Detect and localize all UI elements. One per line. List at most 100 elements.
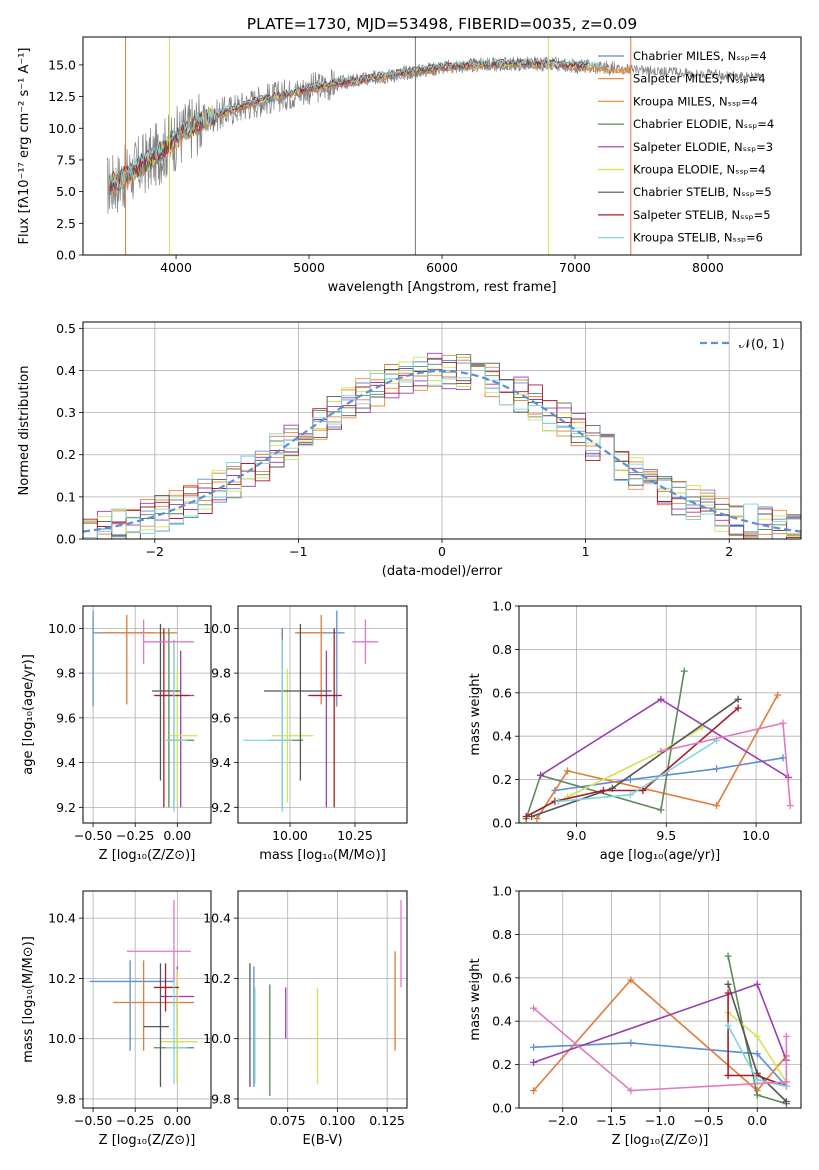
series-marker — [530, 1004, 538, 1012]
y-axis-label: mass [log₁₀(M/M⊙)] — [21, 936, 36, 1063]
series-marker — [753, 980, 761, 988]
y-tick-label: 0.2 — [56, 447, 76, 462]
x-tick-label: 7000 — [559, 260, 591, 275]
x-axis-label: wavelength [Angstrom, rest frame] — [328, 280, 557, 295]
series-marker — [639, 786, 647, 794]
series-marker — [530, 1087, 538, 1095]
y-tick-label: 10.4 — [48, 911, 76, 926]
x-tick-label: −0.25 — [116, 828, 154, 843]
panel-age_vs_Z: −0.50 −0.25 0.00 9.2 9.4 9.6 9.8 10.0 Z [log₁₀(Z… — [21, 605, 212, 863]
plot-area-spectrum — [106, 37, 762, 255]
y-tick-label: 9.8 — [211, 1091, 231, 1106]
y-axis-label: Flux [fλ10⁻¹⁷ erg cm⁻² s⁻¹ A⁻¹] — [17, 48, 32, 245]
series-marker — [533, 815, 541, 823]
y-tick-label: 10.0 — [48, 621, 76, 636]
x-tick-label: 0.075 — [270, 1113, 306, 1128]
model-spectrum-line — [109, 57, 589, 193]
legend-label: Salpeter STELIB, Nₛₛₚ=5 — [633, 208, 771, 222]
errorbar-point — [101, 614, 178, 705]
plot-area-age_vs_Z — [83, 606, 211, 823]
y-tick-label: 0.3 — [56, 405, 76, 420]
y-tick-label: 0.6 — [492, 970, 512, 985]
x-tick-label: −1.5 — [596, 1113, 626, 1128]
errorbar-point — [295, 610, 345, 707]
y-tick-label: 10.0 — [48, 121, 76, 136]
legend-label: Chabrier MILES, Nₛₛₚ=4 — [633, 49, 767, 63]
y-tick-label: 9.2 — [56, 800, 76, 815]
series-marker — [627, 976, 635, 984]
x-tick-label: −0.5 — [693, 1113, 723, 1128]
y-tick-label: 0.5 — [56, 321, 76, 336]
series-marker — [724, 980, 732, 988]
legend-label: 𝒩(0, 1) — [739, 336, 785, 351]
series-marker — [782, 1097, 790, 1105]
series-marker — [713, 802, 721, 810]
legend-label: Salpeter MILES, Nₛₛₚ=4 — [633, 72, 766, 86]
errorbar-point — [271, 668, 314, 803]
y-tick-label: 0.8 — [492, 927, 512, 942]
errorbar-point — [92, 610, 154, 707]
x-axis-label: Z [log₁₀(Z/Z⊙)] — [99, 1133, 196, 1148]
errorbar-point — [153, 963, 179, 1012]
x-tick-label: −2 — [146, 544, 164, 559]
series-marker — [657, 695, 665, 703]
errorbar-point — [113, 960, 195, 1051]
x-axis-label: Z [log₁₀(Z/Z⊙)] — [612, 1133, 709, 1148]
series-line — [540, 698, 789, 779]
x-tick-label: 10.00 — [272, 828, 308, 843]
series-marker — [753, 1091, 761, 1099]
series-marker — [657, 806, 665, 814]
axes-frame — [518, 605, 802, 824]
errorbar-point — [152, 623, 181, 781]
y-tick-label: 0.6 — [492, 685, 512, 700]
panel-age_vs_mass: 10.00 10.25 9.2 9.4 9.6 9.8 10.0 mass [log₁₀(M/… — [203, 605, 408, 863]
x-tick-label: 8000 — [692, 260, 724, 275]
axes-frame — [82, 890, 212, 1109]
y-tick-label: 2.5 — [56, 216, 76, 231]
y-tick-label: 9.4 — [211, 755, 231, 770]
x-tick-label: 0.125 — [369, 1113, 405, 1128]
y-tick-label: 10.0 — [203, 1031, 231, 1046]
y-tick-label: 0.2 — [492, 1057, 512, 1072]
figure-title: PLATE=1730, MJD=53498, FIBERID=0035, z=0… — [247, 15, 637, 33]
x-tick-label: 6000 — [426, 260, 458, 275]
plot-area-weight_vs_Z — [519, 891, 801, 1108]
panel-mass_vs_EBV: 0.075 0.100 0.125 9.8 10.0 10.2 10.4 E(B-V) — [203, 890, 408, 1148]
series-marker — [724, 1071, 732, 1079]
x-axis-label: age [log₁₀(age/yr)] — [600, 848, 721, 863]
y-tick-label: 10.2 — [203, 971, 231, 986]
panel-spectrum: 4000 5000 6000 7000 8000 0.0 2.5 5.0 7.5 10.0 12.5… — [17, 36, 802, 295]
x-tick-label: 2 — [725, 544, 733, 559]
errorbar-point — [165, 639, 188, 812]
legend-label: Chabrier STELIB, Nₛₛₚ=5 — [633, 185, 772, 199]
series-marker — [680, 667, 688, 675]
y-tick-label: 0.0 — [56, 248, 76, 263]
series-marker — [626, 776, 634, 784]
y-tick-label: 10.2 — [48, 971, 76, 986]
x-tick-label: 0.0 — [747, 1113, 767, 1128]
axes-frame — [237, 605, 408, 824]
x-axis-label: mass [log₁₀(M/M⊙)] — [259, 848, 386, 863]
x-tick-label: 10.25 — [337, 828, 373, 843]
series-marker — [753, 1076, 761, 1084]
errorbar-point — [160, 969, 198, 1084]
plot-area-mass_vs_EBV — [238, 891, 407, 1108]
plot-area-residuals — [83, 322, 801, 539]
series-marker — [627, 1039, 635, 1047]
x-tick-label: −2.0 — [548, 1113, 578, 1128]
series-marker — [530, 1058, 538, 1066]
y-tick-label: 0.0 — [492, 1101, 512, 1116]
errorbar-point — [243, 639, 293, 812]
y-tick-label: 1.0 — [492, 884, 512, 899]
series-marker — [555, 797, 563, 805]
y-tick-label: 9.8 — [56, 666, 76, 681]
series-marker — [627, 1087, 635, 1095]
x-tick-label: 9.5 — [656, 828, 676, 843]
y-tick-label: 7.5 — [56, 152, 76, 167]
x-axis-label: (data-model)/error — [382, 564, 503, 579]
y-tick-label: 9.2 — [211, 800, 231, 815]
x-tick-label: 0.00 — [163, 1113, 191, 1128]
y-tick-label: 9.8 — [56, 1091, 76, 1106]
errorbar-point — [155, 628, 190, 808]
y-tick-label: 9.8 — [211, 666, 231, 681]
